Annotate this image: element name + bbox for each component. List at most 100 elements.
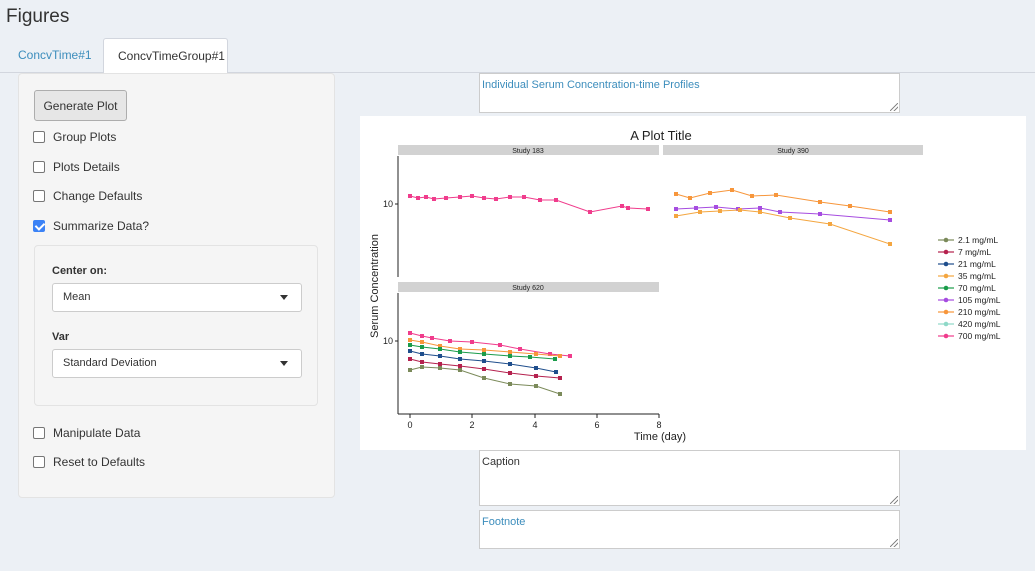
data-point (646, 207, 650, 211)
series-trace-study-620 (409, 344, 556, 360)
change-defaults-checkbox[interactable]: Change Defaults (33, 188, 142, 204)
data-point (408, 349, 412, 353)
data-point (508, 354, 512, 358)
legend-label: 105 mg/mL (958, 295, 1001, 305)
data-point (438, 366, 442, 370)
plots-details-checkbox[interactable]: Plots Details (33, 159, 120, 175)
data-point (774, 193, 778, 197)
legend-label: 7 mg/mL (958, 247, 991, 257)
page-title: Figures (6, 6, 70, 27)
legend-label: 210 mg/mL (958, 307, 1001, 317)
data-point (548, 352, 552, 356)
legend-key-marker (943, 297, 949, 303)
data-point (408, 331, 412, 335)
data-point (458, 350, 462, 354)
series-trace-study-390 (675, 209, 891, 245)
data-point (508, 195, 512, 199)
data-point (688, 196, 692, 200)
manipulate-data-checkbox[interactable]: Manipulate Data (33, 425, 140, 441)
generate-plot-button[interactable]: Generate Plot (34, 90, 127, 121)
legend-label: 700 mg/mL (958, 331, 1001, 341)
plot-image: A Plot Title Study 183 Study 390 Study 6… (360, 116, 1026, 450)
footnote-textarea[interactable]: Footnote (479, 510, 900, 549)
data-point (482, 376, 486, 380)
data-point (408, 343, 412, 347)
checkbox-icon[interactable] (33, 190, 45, 202)
data-point (420, 352, 424, 356)
x-tick-label: 6 (594, 420, 599, 430)
chevron-down-icon (280, 361, 288, 366)
data-point (750, 194, 754, 198)
data-point (482, 367, 486, 371)
plot-title-textarea[interactable]: Individual Serum Concentration-time Prof… (479, 73, 900, 113)
resize-handle-icon[interactable] (890, 539, 898, 547)
x-tick-label: 8 (656, 420, 661, 430)
center-on-select[interactable]: Mean (52, 283, 302, 312)
data-point (554, 370, 558, 374)
resize-handle-icon[interactable] (890, 496, 898, 504)
footnote-text: Footnote (482, 516, 526, 528)
checkbox-icon[interactable] (33, 456, 45, 468)
y-tick-label: 10 (383, 336, 393, 346)
plot-title-text: Individual Serum Concentration-time Prof… (482, 79, 700, 91)
data-point (698, 210, 702, 214)
series-trace-study-390 (675, 206, 891, 221)
x-axis-label: Time (day) (634, 431, 686, 443)
data-point (554, 198, 558, 202)
data-point (522, 195, 526, 199)
data-point (828, 222, 832, 226)
tab-concvtime-1[interactable]: ConcvTime#1 (18, 48, 92, 62)
tab-concvtimegroup-1[interactable]: ConcvTimeGroup#1 (103, 38, 228, 74)
data-point (438, 347, 442, 351)
tab-bar: ConcvTime#1 ConcvTimeGroup#1 (0, 38, 1035, 74)
legend-key-marker (943, 237, 949, 243)
caption-textarea[interactable]: Caption (479, 450, 900, 506)
legend-key-marker (943, 309, 949, 315)
data-point (432, 197, 436, 201)
data-point (482, 359, 486, 363)
data-point (438, 344, 442, 348)
data-point (458, 357, 462, 361)
var-value: Standard Deviation (63, 357, 157, 369)
data-point (494, 197, 498, 201)
resize-handle-icon[interactable] (890, 103, 898, 111)
var-select[interactable]: Standard Deviation (52, 349, 302, 378)
data-point (534, 384, 538, 388)
plot-legend: 2.1 mg/mL 7 mg/mL 21 mg/mL 35 mg/mL 70 mg/mL… (938, 235, 1001, 341)
checkbox-checked-icon[interactable] (33, 220, 45, 232)
reset-defaults-checkbox[interactable]: Reset to Defaults (33, 454, 145, 470)
data-point (758, 210, 762, 214)
data-point (738, 208, 742, 212)
legend-key-marker (943, 285, 949, 291)
data-point (444, 196, 448, 200)
data-point (408, 338, 412, 342)
x-tick-label: 0 (407, 420, 412, 430)
data-point (588, 210, 592, 214)
data-point (458, 368, 462, 372)
checkbox-icon[interactable] (33, 131, 45, 143)
checkbox-icon[interactable] (33, 161, 45, 173)
summarize-data-checkbox[interactable]: Summarize Data? (33, 218, 149, 234)
group-plots-checkbox[interactable]: Group Plots (33, 129, 116, 145)
data-point (534, 374, 538, 378)
data-point (558, 392, 562, 396)
data-point (568, 354, 572, 358)
data-point (714, 205, 718, 209)
data-point (888, 210, 892, 214)
caption-placeholder: Caption (482, 456, 520, 468)
data-point (508, 382, 512, 386)
data-point (420, 345, 424, 349)
data-point (518, 347, 522, 351)
data-point (528, 355, 532, 359)
data-point (694, 206, 698, 210)
series-trace-study-620 (409, 358, 561, 379)
checkbox-label: Reset to Defaults (53, 455, 146, 469)
plot-data-layer (408, 188, 892, 396)
data-point (718, 209, 722, 213)
data-point (420, 334, 424, 338)
data-point (818, 212, 822, 216)
checkbox-icon[interactable] (33, 427, 45, 439)
data-point (674, 214, 678, 218)
data-point (508, 371, 512, 375)
panel-label-study-620: Study 620 (512, 285, 544, 292)
